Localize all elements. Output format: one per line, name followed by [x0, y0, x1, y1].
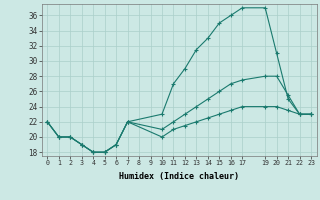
X-axis label: Humidex (Indice chaleur): Humidex (Indice chaleur) [119, 172, 239, 181]
